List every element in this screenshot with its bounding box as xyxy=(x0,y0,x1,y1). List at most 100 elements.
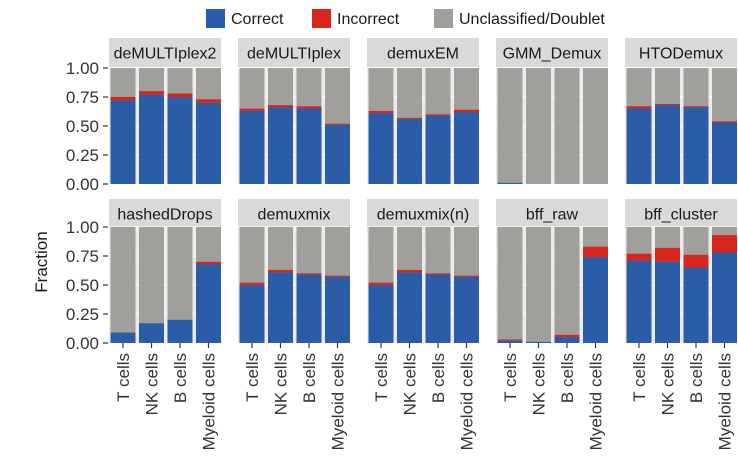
facet-strip xyxy=(625,199,737,228)
bar-correct xyxy=(712,122,737,184)
bar-correct xyxy=(626,260,652,343)
facet-strip xyxy=(496,38,608,67)
bar-correct xyxy=(583,257,608,343)
x-tick-label: NK cells xyxy=(530,353,549,415)
x-tick-label: Myeloid cells xyxy=(200,353,219,450)
x-tick-label: T cells xyxy=(501,353,520,402)
x-tick-label: Myeloid cells xyxy=(716,353,735,450)
bar-incorrect xyxy=(397,117,422,120)
bar-incorrect xyxy=(626,253,652,261)
bar-correct xyxy=(526,341,551,343)
x-tick-label: B cells xyxy=(300,353,319,403)
bar-correct xyxy=(454,112,479,184)
bar-incorrect xyxy=(296,106,322,109)
bar-incorrect xyxy=(583,246,608,258)
bar-correct xyxy=(454,276,479,343)
facet-title: demuxmix(n) xyxy=(377,207,469,224)
bar-incorrect xyxy=(655,103,680,106)
bar-correct xyxy=(167,97,193,184)
bar-incorrect xyxy=(196,99,221,103)
x-tick-label: NK cells xyxy=(143,353,162,415)
facet-strip xyxy=(238,199,350,228)
legend-swatch xyxy=(434,9,453,28)
bar-correct xyxy=(296,108,322,184)
bar-unclassified xyxy=(497,68,523,184)
y-tick-label: 1.00 xyxy=(66,59,99,78)
bar-unclassified xyxy=(554,227,580,343)
bar-correct xyxy=(397,119,422,184)
bar-incorrect xyxy=(296,273,322,275)
bar-correct xyxy=(425,274,451,343)
facet-strip xyxy=(367,38,479,67)
x-tick-label: Myeloid cells xyxy=(458,353,477,450)
bar-correct xyxy=(554,337,580,343)
legend-label: Unclassified/Doublet xyxy=(459,11,605,28)
bar-correct xyxy=(497,182,523,184)
facet-panel: bff_raw xyxy=(496,199,608,344)
y-tick-label: 0.75 xyxy=(66,247,99,266)
x-tick-label: NK cells xyxy=(272,353,291,415)
x-tick-label: Myeloid cells xyxy=(329,353,348,450)
y-tick-label: 0.50 xyxy=(66,276,99,295)
y-tick-label: 0.00 xyxy=(66,175,99,194)
facet-strip xyxy=(625,38,737,67)
bar-incorrect xyxy=(139,91,164,95)
x-tick-label: B cells xyxy=(171,353,190,403)
bar-incorrect xyxy=(712,121,737,123)
bar-incorrect xyxy=(397,269,422,273)
facet-title: hashedDrops xyxy=(117,207,212,224)
bar-correct xyxy=(139,94,164,184)
bar-correct xyxy=(110,332,136,343)
facet-panel: bff_cluster xyxy=(625,199,737,344)
bar-correct xyxy=(196,264,221,343)
legend-label: Correct xyxy=(231,11,284,28)
legend: Correct Incorrect Unclassified/Doublet xyxy=(206,9,605,28)
legend-swatch xyxy=(206,9,225,28)
facet-panel: demuxmix(n) xyxy=(367,199,479,344)
bar-correct xyxy=(655,261,680,343)
bar-incorrect xyxy=(368,110,394,114)
bar-correct xyxy=(497,340,523,343)
bar-correct xyxy=(268,107,293,184)
y-tick-label: 0.00 xyxy=(66,334,99,353)
x-tick-label: T cells xyxy=(372,353,391,402)
bar-incorrect xyxy=(239,108,265,111)
facet-title: bff_cluster xyxy=(644,207,718,224)
bar-incorrect xyxy=(239,282,265,285)
facet-panel: HTODemux xyxy=(625,38,737,185)
bar-correct xyxy=(368,113,394,184)
bar-correct xyxy=(683,107,709,184)
x-tick-label: T cells xyxy=(114,353,133,402)
bar-unclassified xyxy=(526,68,551,184)
y-axis-label: Fraction xyxy=(32,231,51,292)
y-tick-label: 0.75 xyxy=(66,88,99,107)
facet-strip xyxy=(496,199,608,228)
bar-correct xyxy=(683,267,709,343)
facet-strip xyxy=(238,38,350,67)
bar-correct xyxy=(397,272,422,343)
facet-title: deMULTIplex2 xyxy=(114,46,217,63)
bar-unclassified xyxy=(583,68,608,184)
bar-unclassified xyxy=(554,68,580,184)
bar-incorrect xyxy=(454,275,479,277)
bar-correct xyxy=(110,100,136,184)
facet-panel: GMM_Demux xyxy=(496,38,608,185)
facet-panel: deMULTIplex2 xyxy=(109,38,221,185)
y-tick-label: 0.25 xyxy=(66,305,99,324)
legend-label: Incorrect xyxy=(337,11,400,28)
x-tick-label: B cells xyxy=(429,353,448,403)
bar-incorrect xyxy=(325,123,350,125)
bar-incorrect xyxy=(167,93,193,97)
facet-panel: deMULTIplex xyxy=(238,38,350,185)
bar-correct xyxy=(425,115,451,184)
bar-unclassified xyxy=(110,227,136,343)
x-tick-label: Myeloid cells xyxy=(587,353,606,450)
bar-correct xyxy=(296,274,322,343)
y-tick-label: 0.50 xyxy=(66,117,99,136)
bar-correct xyxy=(239,110,265,184)
facet-strip xyxy=(367,199,479,228)
bar-incorrect xyxy=(425,273,451,275)
bar-incorrect xyxy=(110,97,136,101)
x-tick-label: B cells xyxy=(558,353,577,403)
